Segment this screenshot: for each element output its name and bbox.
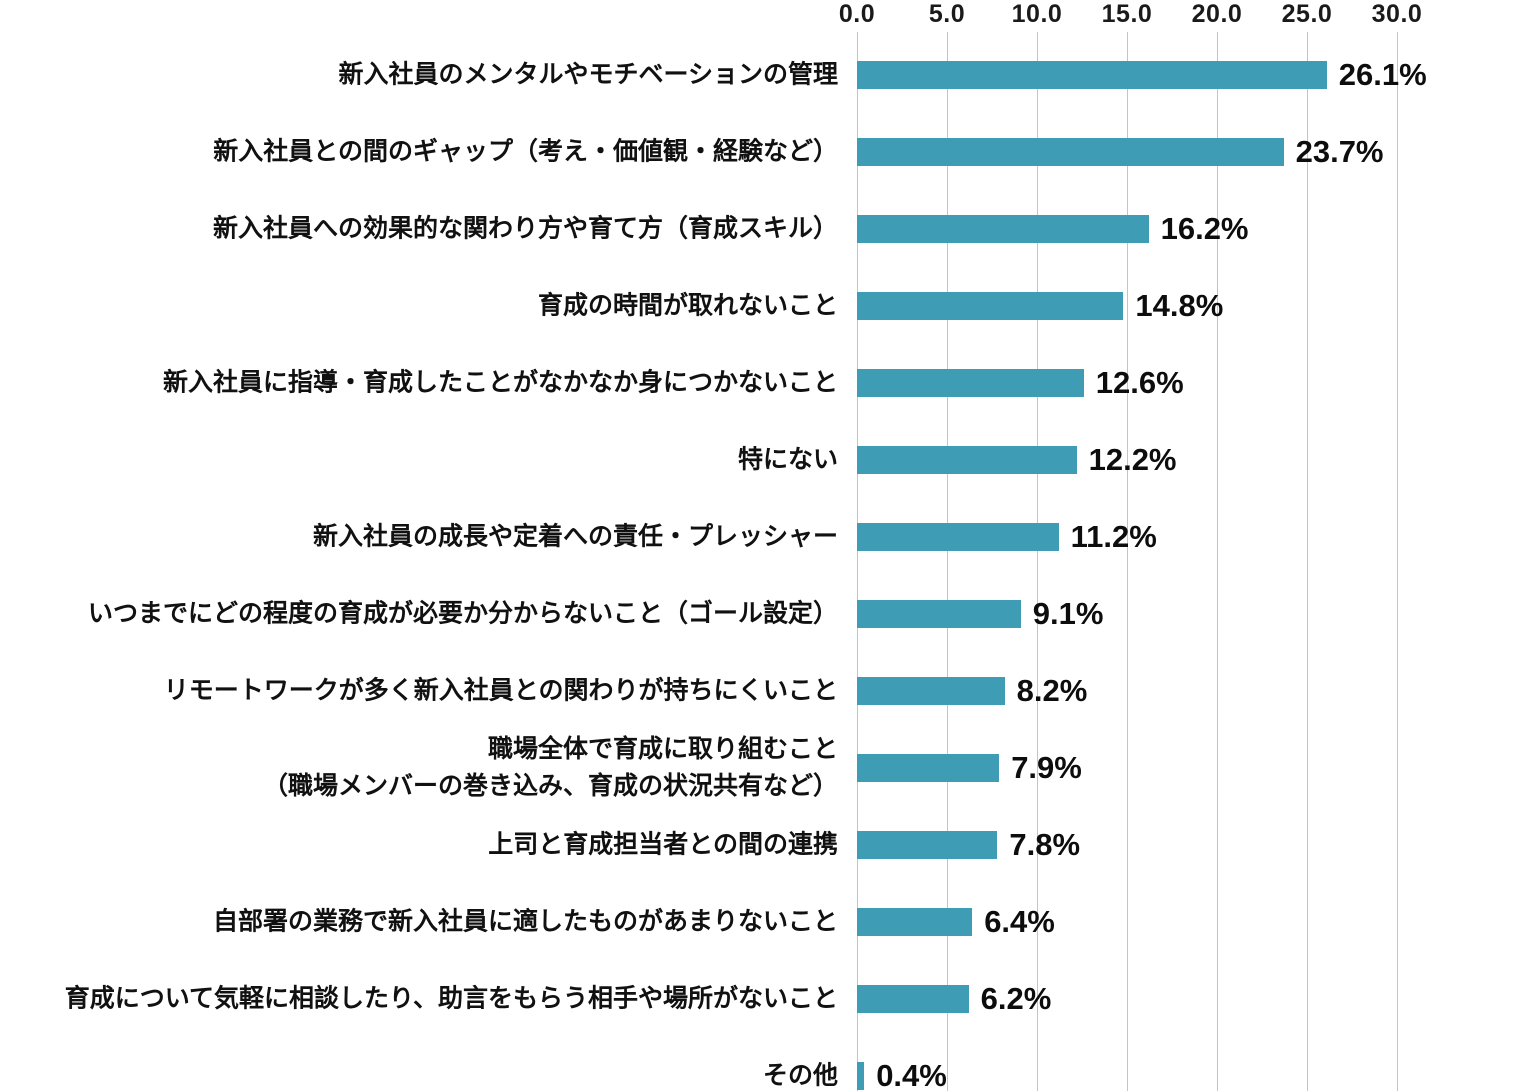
x-axis-tick: 30.0 bbox=[1371, 0, 1423, 28]
category-label-line: リモートワークが多く新入社員との関わりが持ちにくいこと bbox=[163, 676, 838, 705]
bar bbox=[857, 138, 1284, 166]
value-label: 6.4% bbox=[984, 904, 1055, 939]
bar bbox=[857, 1062, 865, 1090]
bar bbox=[857, 292, 1124, 320]
category-label: 育成について気軽に相談したり、助言をもらう相手や場所がないこと bbox=[0, 981, 838, 1018]
value-label: 12.6% bbox=[1095, 365, 1184, 400]
value-label: 8.2% bbox=[1016, 673, 1088, 708]
category-label-line: 自部署の業務で新入社員に適したものがあまりないこと bbox=[212, 907, 838, 936]
category-label-line: （職場メンバーの巻き込み、育成の状況共有など） bbox=[262, 772, 838, 800]
gridline bbox=[857, 32, 858, 1091]
bar bbox=[857, 754, 1000, 782]
bar bbox=[857, 985, 969, 1013]
category-label-line: 新入社員の成長や定着への責任・プレッシャー bbox=[312, 522, 838, 551]
category-label: 新入社員に指導・育成したことがなかなか身につかないこと bbox=[0, 365, 838, 402]
gridline bbox=[1307, 32, 1308, 1091]
x-axis-tick: 10.0 bbox=[1011, 0, 1063, 28]
value-label: 11.2% bbox=[1070, 519, 1157, 554]
category-label: その他 bbox=[0, 1058, 838, 1091]
value-label: 0.4% bbox=[876, 1058, 947, 1091]
gridline bbox=[1037, 32, 1038, 1091]
value-label: 23.7% bbox=[1295, 134, 1384, 169]
value-label: 26.1% bbox=[1338, 57, 1427, 92]
gridline bbox=[1217, 32, 1218, 1091]
value-label: 7.9% bbox=[1011, 750, 1082, 785]
value-label: 12.2% bbox=[1088, 442, 1177, 477]
category-label: 新入社員への効果的な関わり方や育て方（育成スキル） bbox=[0, 211, 838, 248]
bar bbox=[857, 523, 1059, 551]
category-label-line: 新入社員に指導・育成したことがなかなか身につかないこと bbox=[162, 368, 838, 397]
value-label: 7.8% bbox=[1009, 827, 1081, 862]
category-label-line: 職場全体で育成に取り組むこと bbox=[487, 735, 838, 763]
category-label-line: 特にない bbox=[737, 445, 838, 474]
x-axis-tick: 5.0 bbox=[928, 0, 966, 28]
bar bbox=[857, 369, 1084, 397]
category-label: 自部署の業務で新入社員に適したものがあまりないこと bbox=[0, 904, 838, 941]
x-axis-tick: 25.0 bbox=[1281, 0, 1333, 28]
category-label-line: 上司と育成担当者との間の連携 bbox=[488, 830, 838, 859]
value-label: 9.1% bbox=[1032, 596, 1104, 631]
bar bbox=[857, 677, 1005, 705]
bar bbox=[857, 215, 1149, 243]
category-label: リモートワークが多く新入社員との関わりが持ちにくいこと bbox=[0, 673, 838, 710]
category-label-line: 新入社員のメンタルやモチベーションの管理 bbox=[338, 60, 838, 89]
gridline bbox=[1127, 32, 1128, 1091]
category-label: いつまでにどの程度の育成が必要か分からないこと（ゴール設定） bbox=[0, 596, 838, 633]
x-axis-tick: 20.0 bbox=[1191, 0, 1243, 28]
category-label: 職場全体で育成に取り組むこと （職場メンバーの巻き込み、育成の状況共有など） bbox=[0, 731, 838, 805]
category-label-line: いつまでにどの程度の育成が必要か分からないこと（ゴール設定） bbox=[87, 599, 838, 628]
category-label-line: 育成の時間が取れないこと bbox=[537, 291, 838, 320]
category-label: 新入社員との間のギャップ（考え・価値観・経験など） bbox=[0, 134, 838, 171]
gridline bbox=[947, 32, 948, 1091]
category-label: 新入社員の成長や定着への責任・プレッシャー bbox=[0, 519, 838, 556]
value-label: 6.2% bbox=[980, 981, 1052, 1016]
category-label-line: 育成について気軽に相談したり、助言をもらう相手や場所がないこと bbox=[64, 984, 838, 1013]
x-axis-tick: 0.0 bbox=[838, 0, 876, 28]
category-label: 新入社員のメンタルやモチベーションの管理 bbox=[0, 57, 838, 94]
x-axis-tick: 15.0 bbox=[1101, 0, 1153, 28]
bar bbox=[857, 831, 998, 859]
category-label: 特にない bbox=[0, 442, 838, 479]
category-label: 育成の時間が取れないこと bbox=[0, 288, 838, 325]
category-label: 上司と育成担当者との間の連携 bbox=[0, 827, 838, 864]
bar bbox=[857, 908, 973, 936]
category-label-line: 新入社員への効果的な関わり方や育て方（育成スキル） bbox=[212, 214, 838, 243]
value-label: 14.8% bbox=[1135, 288, 1224, 323]
bar bbox=[857, 600, 1021, 628]
category-label-line: その他 bbox=[762, 1061, 838, 1090]
value-label: 16.2% bbox=[1160, 211, 1249, 246]
gridline bbox=[1397, 32, 1398, 1091]
category-label-line: 新入社員との間のギャップ（考え・価値観・経験など） bbox=[213, 137, 838, 166]
bar bbox=[857, 446, 1077, 474]
bar bbox=[857, 61, 1327, 89]
